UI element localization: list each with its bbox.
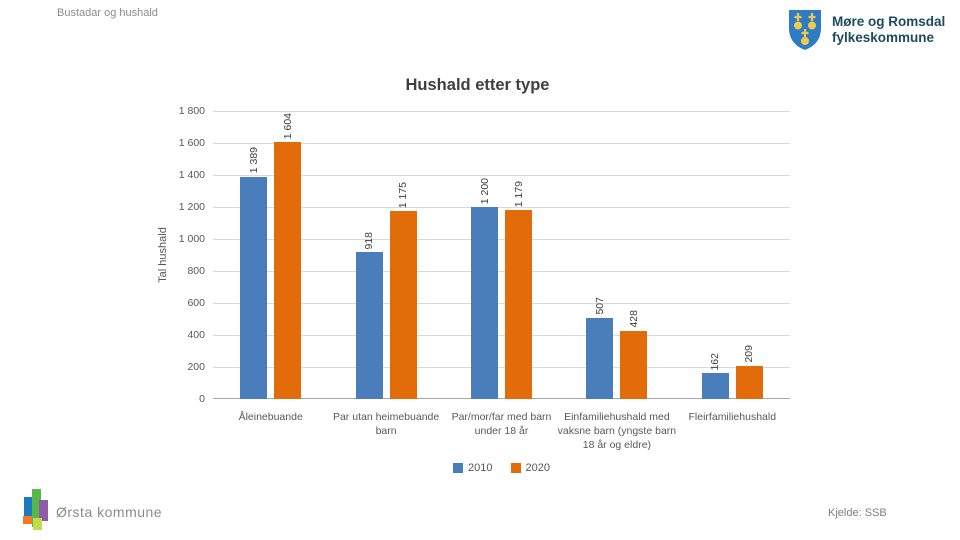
- bar-value-label: 1 389: [247, 147, 260, 174]
- category-label: Einfamiliehushald med vaksne barn (yngst…: [557, 411, 677, 452]
- gridline: [213, 270, 790, 272]
- legend-label-2010: 2010: [468, 462, 493, 474]
- chart-title: Hushald etter type: [405, 76, 550, 94]
- legend-label-2020: 2020: [525, 462, 550, 474]
- county-logo: Møre og Romsdal fylkeskommune: [787, 8, 945, 52]
- legend-item-2020: 2020: [510, 462, 550, 474]
- bar-2020-5: [735, 365, 763, 399]
- bar-2010-4: [586, 317, 614, 399]
- bar-value-label: 162: [709, 352, 722, 371]
- slide-header-label: Bustadar og hushald: [57, 7, 158, 19]
- y-tick-label: 600: [187, 297, 205, 309]
- municipality-logo: [12, 486, 50, 537]
- county-name-line2: fylkeskommune: [832, 30, 935, 45]
- bar-value-label: 1 175: [397, 181, 410, 208]
- category-label: Par/mor/far med barn under 18 år: [451, 411, 552, 438]
- gridline: [213, 366, 790, 368]
- category-label: Par utan heimebuande barn: [332, 411, 440, 438]
- category-label: Fleirfamiliehushald: [688, 411, 777, 423]
- gridline: [213, 174, 790, 176]
- y-tick-label: 1 800: [178, 105, 205, 117]
- y-tick-label: 0: [199, 393, 205, 405]
- bar-value-label: 209: [743, 345, 756, 363]
- county-shield-icon: [789, 10, 821, 50]
- y-tick-label: 800: [187, 265, 205, 277]
- gridline: [213, 110, 790, 112]
- source-label: Kjelde: SSB: [828, 507, 887, 519]
- municipality-name: Ørsta kommune: [56, 504, 163, 520]
- plot-area: 0 200 400 600 800 1 000 1 200 1 400 1 600 1 800 1 …: [179, 105, 790, 405]
- bar-value-label: 507: [593, 297, 606, 315]
- county-name-line1: Møre og Romsdal: [832, 13, 946, 29]
- y-axis-title: Tal hushald: [157, 227, 169, 283]
- chart-legend: 2010 2020: [213, 462, 790, 474]
- category-label: Åleinebuande: [238, 411, 303, 423]
- gridline: [213, 334, 790, 336]
- legend-swatch-2010: [453, 463, 464, 473]
- county-name: Møre og Romsdal fylkeskommune: [832, 14, 945, 47]
- y-tick-label: 1 000: [178, 233, 205, 245]
- bar-2020-2: [389, 211, 417, 399]
- bar-value-label: 1 604: [281, 113, 294, 140]
- gridline: [213, 142, 790, 144]
- bar-value-label: 1 179: [512, 181, 525, 208]
- y-tick-label: 400: [187, 329, 205, 341]
- bar-2020-3: [505, 210, 532, 399]
- legend-item-2010: 2010: [453, 462, 493, 474]
- bar-2010-3: [471, 207, 498, 399]
- bar-2020-1: [274, 142, 302, 399]
- gridline: [213, 206, 790, 208]
- gridline: [213, 238, 790, 240]
- bar-value-label: 428: [627, 310, 640, 328]
- bar-2020-4: [620, 330, 648, 399]
- gridline: [213, 302, 790, 304]
- bar-chart: Hushald etter type Tal hushald 0 200 400 60…: [155, 75, 800, 477]
- bar-2010-2: [355, 252, 383, 399]
- bar-value-label: 918: [363, 231, 376, 250]
- legend-swatch-2020: [510, 463, 521, 473]
- x-axis-line: [213, 398, 790, 399]
- y-tick-label: 1 600: [178, 137, 205, 149]
- y-tick-label: 1 200: [178, 201, 205, 213]
- y-tick-label: 1 400: [178, 169, 205, 181]
- y-tick-label: 200: [187, 361, 205, 373]
- bar-2010-1: [240, 176, 268, 399]
- bar-value-label: 1 200: [478, 177, 491, 204]
- bar-2010-5: [701, 373, 729, 399]
- municipality-logo-icon: [23, 489, 48, 530]
